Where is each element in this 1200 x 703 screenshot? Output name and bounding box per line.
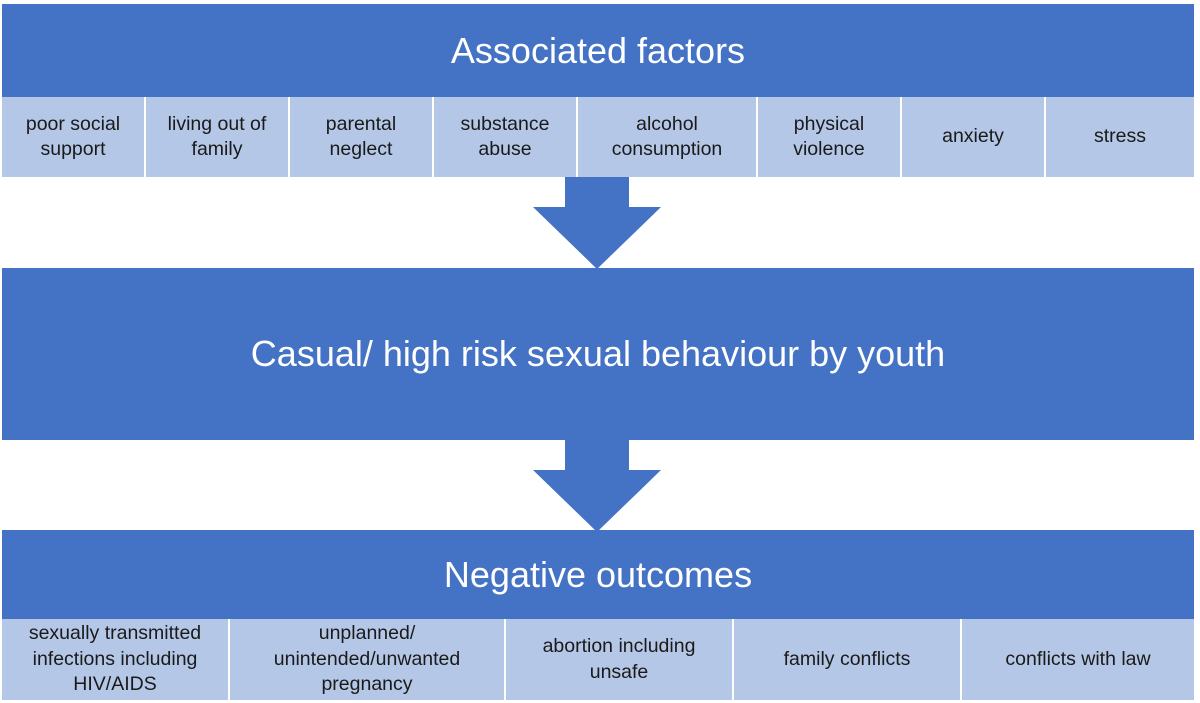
factor-cell-poor-social-support: poor social support [2, 97, 146, 177]
factor-cell-living-out-of-family: living out of family [146, 97, 290, 177]
factor-cell-alcohol-consumption: alcohol consumption [578, 97, 758, 177]
outcomes-row: sexually transmitted infections includin… [2, 619, 1194, 700]
factor-cell-substance-abuse: substance abuse [434, 97, 578, 177]
factor-cell-anxiety: anxiety [902, 97, 1046, 177]
factor-cell-stress: stress [1046, 97, 1194, 177]
negative-outcomes-title: Negative outcomes [443, 553, 753, 595]
risk-behaviour-title: Casual/ high risk sexual behaviour by yo… [250, 333, 946, 374]
factors-row: poor social support living out of family… [2, 97, 1194, 177]
associated-factors-banner: Associated factors [2, 4, 1194, 97]
down-arrow-icon [533, 177, 661, 269]
outcome-cell-abortion: abortion including unsafe [506, 619, 734, 700]
associated-factors-title: Associated factors [450, 29, 746, 71]
outcome-cell-pregnancy: unplanned/ unintended/unwanted pregnancy [230, 619, 506, 700]
outcome-cell-conflicts-with-law: conflicts with law [962, 619, 1194, 700]
outcome-cell-family-conflicts: family conflicts [734, 619, 962, 700]
down-arrow-icon [533, 440, 661, 532]
negative-outcomes-banner: Negative outcomes [2, 530, 1194, 619]
risk-behaviour-banner: Casual/ high risk sexual behaviour by yo… [2, 268, 1194, 440]
factor-cell-physical-violence: physical violence [758, 97, 902, 177]
factor-cell-parental-neglect: parental neglect [290, 97, 434, 177]
outcome-cell-sti: sexually transmitted infections includin… [2, 619, 230, 700]
